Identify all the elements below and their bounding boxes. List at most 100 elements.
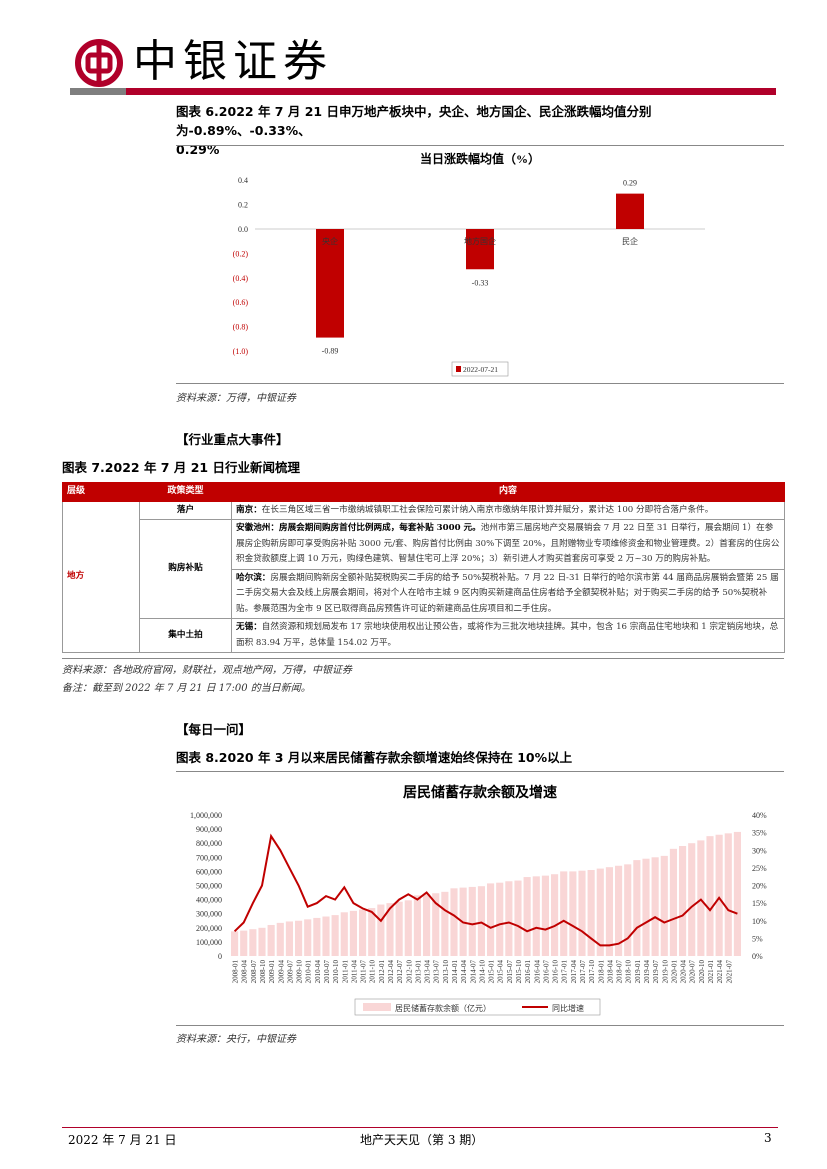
x-tick-label: 2009-10 xyxy=(296,960,304,984)
divider xyxy=(176,1025,784,1026)
left-y-tick-label: 1,000,000 xyxy=(190,811,222,820)
x-tick-label: 2013-07 xyxy=(433,960,441,984)
deposit-bar xyxy=(514,880,522,956)
x-tick-label: 2008-04 xyxy=(241,960,249,984)
figure6-caption: 图表 6.2022 年 7 月 21 日申万地产板块中，央企、地方国企、民企涨跌… xyxy=(176,102,786,159)
right-y-tick-label: 25% xyxy=(752,864,767,873)
x-tick-label: 2018-07 xyxy=(616,960,624,984)
deposit-bar xyxy=(733,831,741,956)
deposit-bar xyxy=(432,893,440,956)
deposit-bar xyxy=(240,930,248,956)
deposit-bar xyxy=(715,834,723,956)
deposit-bar xyxy=(578,870,586,956)
x-tick-label: 2010-07 xyxy=(323,960,331,984)
legend-swatch-bar xyxy=(363,1003,391,1011)
deposit-bar xyxy=(523,877,531,956)
legend-box xyxy=(451,361,509,377)
table-row: 集中土拍 无锡：自然资源和规划局发布 17 宗地块使用权出让预公告，或将作为三批… xyxy=(63,618,785,653)
content-cell: 南京：在长三角区域三省一市缴纳城镇职工社会保险可累计纳入南京市缴纳年限计算并赋分… xyxy=(231,500,785,520)
deposit-bar xyxy=(340,912,348,956)
left-y-tick-label: 900,000 xyxy=(196,825,222,834)
header-bar-gray xyxy=(70,88,126,95)
right-y-tick-label: 35% xyxy=(752,829,767,838)
x-tick-label: 2019-01 xyxy=(634,960,642,984)
deposit-bar xyxy=(313,917,321,956)
figure8-source: 资料来源：央行，中银证券 xyxy=(176,1034,296,1045)
figure6-source: 资料来源：万得，中银证券 xyxy=(176,393,296,404)
deposit-bar xyxy=(477,886,485,956)
x-tick-label: 2010-01 xyxy=(305,960,313,984)
x-tick-label: 2009-04 xyxy=(277,960,285,984)
x-tick-label: 2012-04 xyxy=(387,960,395,984)
chart-title: 当日涨跌幅均值（%） xyxy=(420,151,540,166)
deposit-bar xyxy=(468,886,476,956)
right-y-tick-label: 15% xyxy=(752,899,767,908)
x-tick-label: 2016-04 xyxy=(533,960,541,984)
deposit-bar xyxy=(633,860,641,956)
x-tick-label: 2018-01 xyxy=(597,960,605,984)
city-label: 安徽池州：房展会期间购房首付比例两成，每套补贴 3000 元。 xyxy=(236,523,481,533)
city-label: 南京： xyxy=(236,504,262,515)
divider xyxy=(176,383,784,384)
left-y-tick-label: 300,000 xyxy=(196,910,222,919)
y-tick-label: 0.0 xyxy=(238,225,248,234)
deposit-bar xyxy=(615,865,623,956)
data-label: -0.33 xyxy=(472,278,489,287)
x-tick-label: 2017-04 xyxy=(570,960,578,984)
x-tick-label: 2011-07 xyxy=(360,960,368,984)
y-tick-label: (1.0) xyxy=(233,347,249,356)
x-tick-label: 2020-01 xyxy=(670,960,678,984)
x-tick-label: 2013-10 xyxy=(442,960,450,984)
x-tick-label: 2009-07 xyxy=(286,960,294,984)
left-y-tick-label: 100,000 xyxy=(196,938,222,947)
deposit-bar xyxy=(496,882,504,956)
deposit-bar xyxy=(651,857,659,956)
x-tick-label: 2016-10 xyxy=(552,960,560,984)
x-tick-label: 2012-10 xyxy=(405,960,413,984)
x-tick-label: 2019-07 xyxy=(652,960,660,984)
x-tick-label: 2008-07 xyxy=(250,960,258,984)
category-label: 民企 xyxy=(622,236,638,246)
x-tick-label: 2021-07 xyxy=(725,960,733,984)
content-text: 房展会期间购新房全额补贴契税购买二手房的给予 50%契税补贴。7 月 22 日-… xyxy=(236,572,779,614)
x-tick-label: 2014-04 xyxy=(460,960,468,984)
left-y-tick-label: 200,000 xyxy=(196,924,222,933)
right-y-tick-label: 5% xyxy=(752,934,763,943)
legend-box xyxy=(354,998,601,1016)
divider xyxy=(176,771,784,772)
deposit-bar xyxy=(395,901,403,956)
deposit-bar xyxy=(642,858,650,956)
deposit-bar xyxy=(258,927,266,956)
deposit-bar xyxy=(267,924,275,956)
left-y-tick-label: 500,000 xyxy=(196,882,222,891)
header-type: 政策类型 xyxy=(139,482,232,502)
x-tick-label: 2012-07 xyxy=(396,960,404,984)
x-tick-label: 2010-04 xyxy=(314,960,322,984)
x-tick-label: 2018-04 xyxy=(606,960,614,984)
city-label: 哈尔滨： xyxy=(236,572,271,583)
legend-swatch xyxy=(456,366,461,372)
brand-name: 中银证券 xyxy=(133,36,333,87)
data-label: 0.29 xyxy=(623,179,637,188)
section-qa-heading: 【每日一问】 xyxy=(176,722,252,737)
deposit-bar xyxy=(541,875,549,956)
figure7-note: 备注：截至到 2022 年 7 月 21 日 17:00 的当日新闻。 xyxy=(62,683,311,694)
data-label: -0.89 xyxy=(322,347,339,356)
left-y-tick-label: 400,000 xyxy=(196,896,222,905)
left-y-tick-label: 0 xyxy=(218,952,222,961)
right-y-tick-label: 20% xyxy=(752,882,767,891)
table-row: 哈尔滨：房展会期间购新房全额补贴契税购买二手房的给予 50%契税补贴。7 月 2… xyxy=(63,568,785,619)
right-y-tick-label: 10% xyxy=(752,917,767,926)
deposit-bar xyxy=(322,916,330,956)
x-tick-label: 2016-01 xyxy=(524,960,532,984)
y-tick-label: 0.4 xyxy=(238,176,248,185)
deposit-bar xyxy=(404,900,412,956)
logo xyxy=(74,38,124,88)
x-tick-label: 2009-01 xyxy=(268,960,276,984)
x-tick-label: 2020-07 xyxy=(689,960,697,984)
footer-line xyxy=(62,1127,778,1128)
type-cell: 购房补贴 xyxy=(139,519,232,619)
category-label: 央企 xyxy=(322,236,338,246)
content-text: 池州市第三届房地产交易展销会 7 月 22 日至 31 日举行，展会期间 1）在… xyxy=(236,523,780,564)
y-tick-label: (0.2) xyxy=(233,249,249,258)
